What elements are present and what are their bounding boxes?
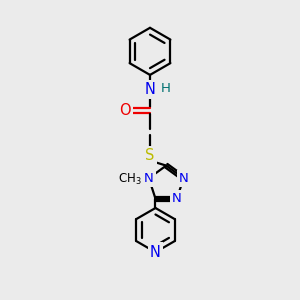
Text: N: N bbox=[150, 245, 161, 260]
Text: CH$_3$: CH$_3$ bbox=[118, 172, 142, 187]
Text: N: N bbox=[144, 172, 154, 185]
Text: H: H bbox=[161, 82, 171, 95]
Text: S: S bbox=[145, 148, 155, 163]
Text: N: N bbox=[172, 192, 182, 205]
Text: N: N bbox=[145, 82, 155, 97]
Text: N: N bbox=[179, 172, 188, 185]
Text: O: O bbox=[119, 103, 131, 118]
